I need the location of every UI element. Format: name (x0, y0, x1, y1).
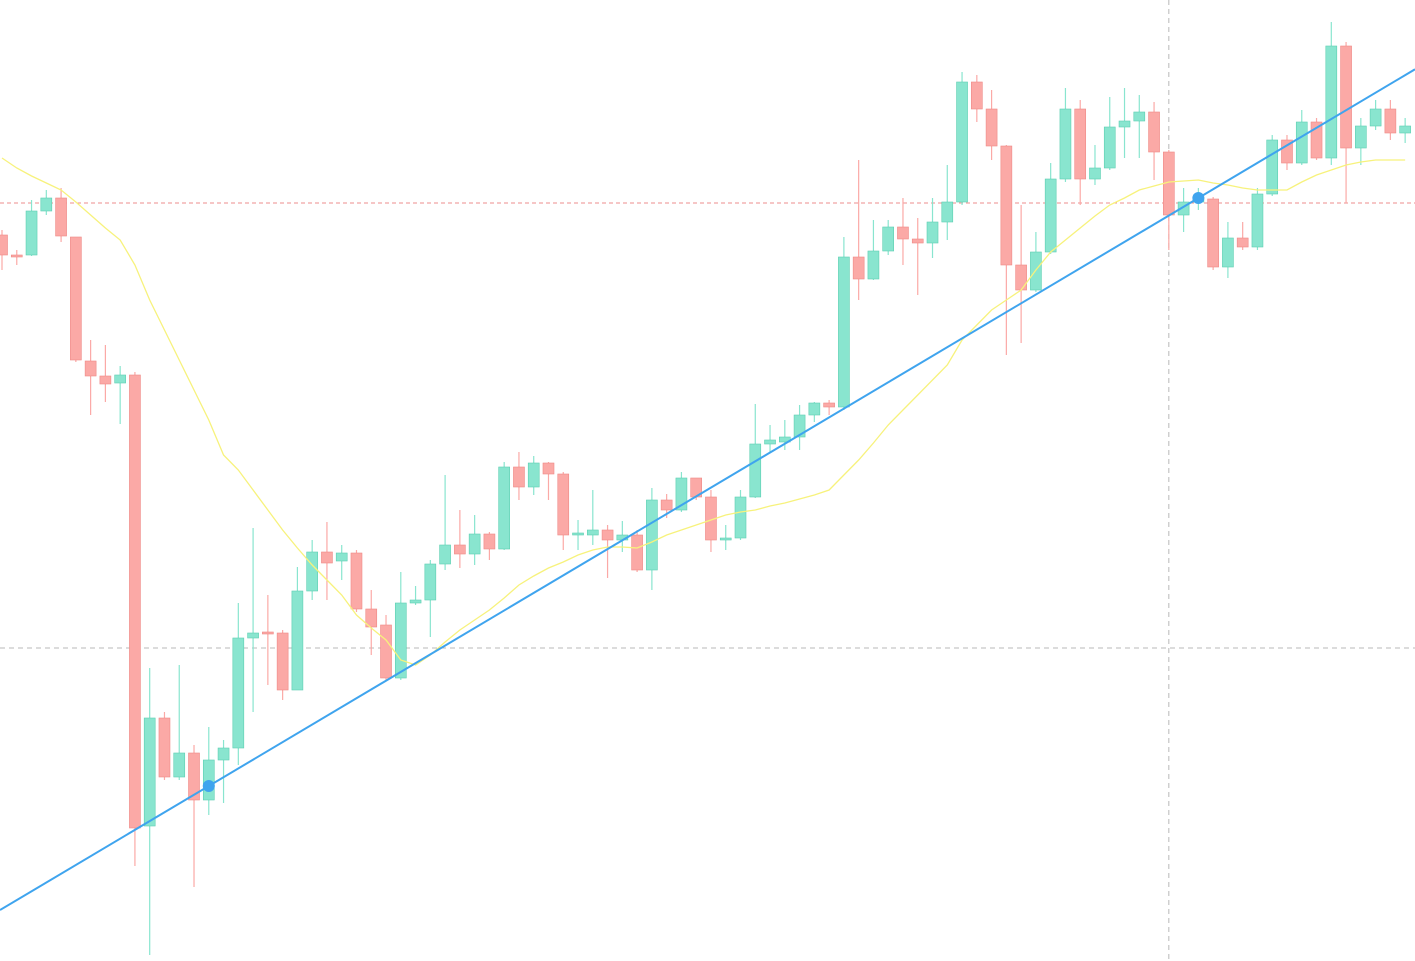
candle-body (306, 551, 318, 592)
candle-body (262, 631, 274, 635)
candle-body (941, 201, 954, 223)
candle-body (84, 360, 97, 377)
candle-body (1295, 121, 1308, 164)
candle-body (483, 533, 496, 550)
candle-body (764, 439, 776, 445)
candle-body (1222, 237, 1234, 268)
candle-body (409, 599, 422, 604)
candle-body (99, 375, 112, 385)
candle-body (631, 534, 643, 571)
candle-body (823, 402, 835, 408)
candle-body (1310, 121, 1323, 159)
candle-body (1266, 139, 1279, 195)
candle-body (247, 632, 259, 639)
moving-average-line (1, 157, 1406, 666)
candle-body (572, 532, 584, 536)
candle-body (424, 563, 437, 601)
candle-body (350, 552, 363, 610)
candle-body (1059, 108, 1072, 180)
candle-body (1236, 237, 1249, 248)
candle-body (1177, 201, 1190, 216)
candle-body (793, 414, 806, 438)
candle-body (586, 529, 599, 536)
candle-body (70, 236, 82, 361)
candle-body (394, 602, 407, 679)
candle-body (1118, 120, 1131, 128)
candle-body (1074, 108, 1087, 180)
candle-body (188, 752, 200, 801)
candle-body (55, 197, 67, 237)
candle-body (143, 717, 156, 827)
candle-body (25, 210, 38, 256)
candle-body (557, 473, 570, 536)
candle-body (232, 637, 245, 749)
candle-body (1281, 139, 1293, 164)
candle-body (601, 529, 614, 541)
candle-body (1340, 45, 1352, 149)
candle-body (527, 462, 540, 488)
candle-body (867, 250, 880, 280)
candle-body (1148, 111, 1160, 153)
candle-body (542, 462, 555, 475)
trendline (0, 68, 1415, 911)
candle-body (719, 537, 732, 541)
candle-body (40, 197, 53, 212)
candle-body (335, 552, 348, 562)
candle-body (321, 551, 333, 564)
candle-body (956, 81, 968, 203)
candle-body (1044, 178, 1057, 253)
candle-body (1251, 193, 1264, 248)
candle-body (1399, 125, 1411, 134)
candle-body (985, 108, 998, 147)
candle-body (1207, 198, 1219, 268)
candle-body (0, 234, 8, 256)
candle-body (1103, 126, 1116, 169)
candle-body (10, 254, 23, 258)
candle-body (129, 374, 141, 829)
candle-body (291, 590, 304, 691)
trendline-anchor (202, 780, 215, 792)
trendline-anchor (1192, 192, 1205, 204)
candle-body (1133, 111, 1146, 122)
candle-body (1015, 264, 1027, 291)
candle-body (276, 632, 289, 691)
candle-body (749, 443, 762, 498)
candle-body (114, 374, 126, 384)
candle-body (897, 226, 909, 240)
candle-body (852, 256, 865, 280)
candle-body (1369, 108, 1382, 127)
candle-body (468, 533, 481, 555)
candle-body (498, 466, 510, 550)
candle-body (1384, 108, 1397, 134)
candle-body (365, 608, 378, 628)
candle-body (454, 544, 466, 555)
candle-body (1000, 145, 1013, 266)
candle-body (882, 226, 895, 252)
candle-body (439, 544, 451, 565)
candle-body (380, 624, 392, 679)
candle-body (646, 499, 658, 571)
candle-body (158, 717, 171, 778)
candle-body (217, 747, 230, 761)
candle-body (1355, 125, 1367, 149)
candle-body (173, 752, 186, 778)
candle-body (838, 256, 850, 408)
candle-body (926, 221, 939, 244)
candle-body (1325, 45, 1338, 159)
candle-body (808, 402, 821, 416)
candle-body (1089, 167, 1101, 180)
candle-body (675, 477, 688, 511)
candle-body (911, 238, 924, 244)
candle-body (971, 81, 983, 110)
candle-body (734, 496, 747, 539)
candle-body (513, 466, 525, 488)
candle-body (660, 499, 673, 511)
